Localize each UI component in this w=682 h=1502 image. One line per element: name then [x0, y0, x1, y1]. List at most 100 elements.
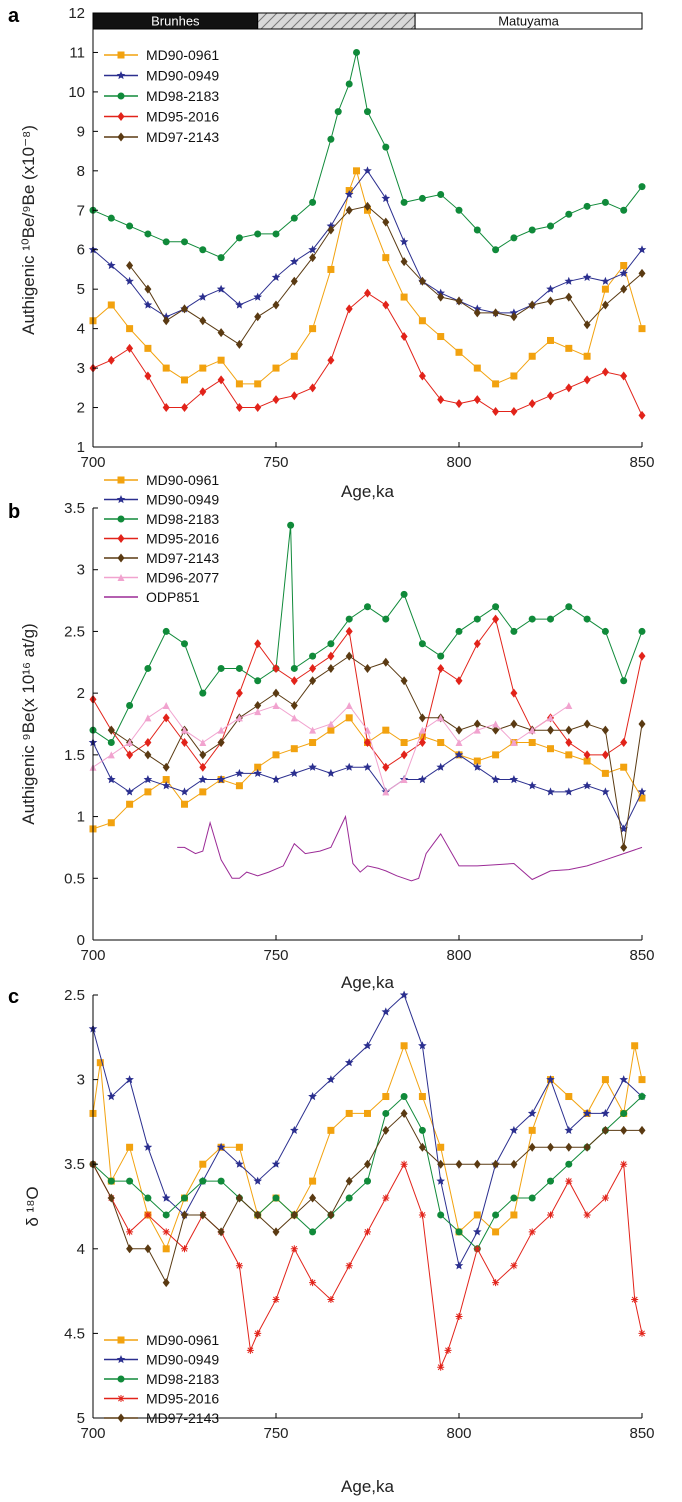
- data-point: [125, 276, 134, 285]
- data-point: [217, 375, 225, 385]
- data-point: [180, 787, 189, 796]
- series-md90-0961: [89, 167, 646, 388]
- legend: MD90-0961 MD90-0949 MD98-2183 MD95-2016 MD97…: [104, 47, 219, 145]
- data-point: [492, 380, 500, 388]
- data-point: [126, 739, 134, 747]
- data-point: [199, 1177, 207, 1185]
- data-point: [473, 1245, 481, 1253]
- data-point: [345, 714, 353, 722]
- data-point: [216, 775, 226, 784]
- data-point: [308, 1092, 317, 1101]
- legend-item: MD96-2077: [104, 570, 219, 586]
- legend-label: MD97-2143: [146, 550, 219, 566]
- data-point: [637, 787, 647, 796]
- legend-label: ODP851: [146, 589, 200, 605]
- data-point: [235, 768, 244, 777]
- data-point: [583, 375, 591, 385]
- data-point: [162, 403, 170, 413]
- data-point: [620, 1160, 628, 1168]
- data-point: [492, 720, 500, 728]
- data-point: [363, 762, 372, 771]
- data-point: [620, 842, 628, 852]
- data-point: [382, 1125, 390, 1135]
- data-point: [418, 1126, 426, 1134]
- y-tick-label: 11: [69, 44, 85, 61]
- series-md90-0949: [88, 738, 647, 833]
- data-point: [382, 615, 390, 623]
- data-point: [437, 1159, 445, 1169]
- data-point: [509, 1125, 519, 1134]
- data-point: [364, 1228, 371, 1236]
- data-point: [254, 763, 262, 771]
- data-point: [418, 1211, 426, 1219]
- y-tick-label: 5: [77, 281, 85, 298]
- data-point: [638, 627, 646, 635]
- data-point: [327, 1296, 335, 1304]
- data-point: [327, 726, 335, 734]
- series-line: [177, 814, 643, 882]
- data-point: [601, 1108, 610, 1118]
- data-point: [364, 663, 371, 673]
- y-tick-label: 1.5: [64, 747, 85, 764]
- data-point: [235, 1193, 243, 1203]
- data-point: [309, 1177, 317, 1185]
- data-point: [565, 344, 573, 352]
- data-point: [619, 824, 628, 833]
- data-point: [107, 751, 115, 759]
- data-point: [198, 292, 208, 301]
- data-point: [144, 714, 152, 722]
- data-point: [601, 1194, 609, 1202]
- data-point: [400, 676, 408, 686]
- data-point: [473, 1227, 482, 1236]
- series-group: [88, 990, 647, 1371]
- x-tick-label: 700: [80, 1425, 105, 1442]
- data-point: [382, 762, 390, 772]
- data-point: [216, 1142, 226, 1151]
- series-md95-2016: [89, 614, 646, 772]
- data-point: [492, 614, 500, 624]
- data-point: [327, 355, 335, 365]
- data-point: [620, 1109, 628, 1117]
- panel-letter: c: [8, 986, 19, 1008]
- y-tick-label: 3.5: [64, 1156, 85, 1173]
- data-point: [638, 1125, 646, 1135]
- data-point: [583, 202, 591, 210]
- polarity-segment: [257, 12, 416, 30]
- data-point: [290, 714, 298, 722]
- data-point: [334, 108, 342, 116]
- data-point: [510, 234, 518, 242]
- data-point: [117, 92, 125, 100]
- data-point: [620, 206, 628, 214]
- data-point: [309, 1228, 317, 1236]
- data-point: [107, 1177, 115, 1185]
- data-point: [162, 238, 170, 246]
- data-point: [217, 1227, 225, 1237]
- legend-label: MD90-0949: [146, 68, 219, 84]
- series-md95-2016: [89, 288, 646, 420]
- data-point: [327, 651, 335, 661]
- data-point: [162, 1278, 170, 1288]
- data-point: [199, 750, 207, 760]
- data-point: [162, 776, 170, 784]
- y-tick-label: 1: [77, 439, 85, 456]
- data-point: [382, 726, 390, 734]
- data-point: [353, 167, 361, 175]
- data-point: [309, 652, 317, 660]
- data-point: [400, 1093, 408, 1101]
- data-point: [217, 254, 225, 262]
- data-point: [363, 166, 372, 175]
- data-point: [344, 762, 354, 771]
- data-point: [528, 1194, 536, 1202]
- data-point: [326, 1075, 336, 1084]
- data-point: [400, 1160, 408, 1168]
- legend-item: MD95-2016: [104, 531, 219, 547]
- data-point: [565, 738, 573, 748]
- data-point: [492, 308, 500, 318]
- data-point: [565, 751, 573, 759]
- y-tick-label: 3: [77, 360, 85, 377]
- data-point: [382, 254, 390, 262]
- data-point: [437, 1211, 445, 1219]
- legend-label: MD95-2016: [146, 109, 219, 125]
- polarity-label-matuyama: Matuyama: [498, 14, 559, 29]
